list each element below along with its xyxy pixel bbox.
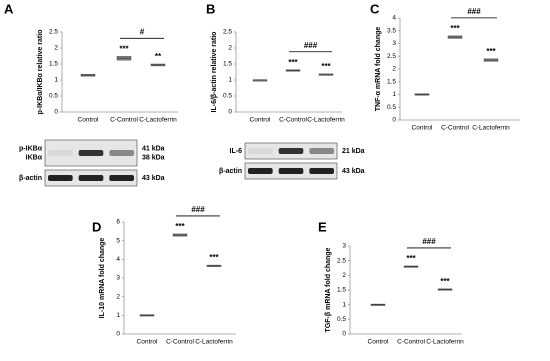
y-tick-label: 3 — [342, 243, 346, 250]
y-tick-label: 3 — [116, 275, 120, 282]
blot-size: 41 kDa — [142, 145, 165, 152]
x-tick-label: Control — [368, 339, 390, 346]
blot-band — [78, 150, 104, 156]
y-tick-label: 0.5 — [49, 93, 58, 100]
y-axis-label: TNF-α mRNA fold change — [375, 27, 382, 112]
x-tick-label: C-Lactoferrin — [139, 117, 177, 124]
panel-letter: B — [206, 1, 215, 16]
y-axis-label: IL-6/β-actin relative ratio — [211, 32, 218, 113]
y-tick-label: 0 — [228, 109, 232, 116]
x-tick-label: C-Lactoferrin — [195, 339, 233, 346]
x-tick-label: C-Lactoferrin — [472, 125, 510, 132]
y-tick-label: 2.5 — [387, 53, 396, 60]
y-tick-label: 1.5 — [49, 61, 58, 68]
blot-band — [109, 175, 134, 181]
x-tick-label: C-Control — [279, 117, 307, 124]
y-tick-label: 0 — [54, 109, 58, 116]
blot-band — [248, 148, 273, 154]
blot-band — [48, 175, 73, 181]
significance-label: *** — [486, 47, 496, 56]
comparison-label: ### — [422, 237, 436, 246]
significance-label: *** — [175, 222, 185, 231]
y-axis-label: TGF-β mRNA fold change — [325, 247, 332, 332]
y-tick-label: 3.5 — [387, 27, 396, 34]
y-tick-label: 6 — [116, 219, 120, 226]
blot-band — [309, 148, 334, 154]
panel-letter: C — [370, 1, 380, 16]
y-tick-label: 4 — [392, 15, 396, 22]
blot-size: 43 kDa — [342, 168, 365, 175]
y-tick-label: 2.5 — [337, 257, 346, 264]
y-tick-label: 3 — [392, 40, 396, 47]
blot-label: p-IKBα — [19, 145, 43, 152]
blot-band — [309, 168, 334, 174]
y-tick-label: 4 — [116, 256, 120, 263]
x-tick-label: C-Control — [110, 117, 138, 124]
blot-band — [248, 168, 273, 174]
blot-size: 43 kDa — [142, 175, 165, 182]
panel-letter: D — [92, 219, 101, 234]
significance-label: *** — [209, 253, 219, 262]
significance-label: *** — [406, 254, 416, 263]
x-tick-label: Control — [250, 117, 272, 124]
blot-band — [48, 150, 73, 156]
y-tick-label: 2 — [392, 66, 396, 73]
y-axis-label: p-IKBα/IKBα relative ratio — [37, 30, 44, 115]
y-tick-label: 0.5 — [337, 316, 346, 323]
y-tick-label: 1 — [54, 77, 58, 84]
significance-label: ** — [155, 52, 162, 61]
blot-band — [78, 175, 104, 181]
y-tick-label: 0.5 — [223, 93, 232, 100]
x-tick-label: Control — [78, 117, 100, 124]
blot-label: β-actin — [19, 175, 42, 182]
y-tick-label: 1.5 — [223, 61, 232, 68]
x-tick-label: Control — [137, 339, 159, 346]
y-tick-label: 1.5 — [387, 78, 396, 85]
blot-size: 21 kDa — [342, 148, 365, 155]
y-tick-label: 1 — [116, 312, 120, 319]
comparison-label: ### — [191, 205, 205, 214]
blot-label: β-actin — [219, 168, 242, 175]
y-tick-label: 0 — [116, 331, 120, 338]
y-tick-label: 1 — [392, 91, 396, 98]
y-tick-label: 0 — [342, 331, 346, 338]
x-tick-label: C-Control — [397, 339, 425, 346]
y-tick-label: 5 — [116, 237, 120, 244]
blot-size: 38 kDa — [142, 154, 165, 161]
significance-label: *** — [288, 58, 298, 67]
comparison-label: ### — [467, 7, 481, 16]
comparison-label: ### — [304, 41, 318, 50]
y-tick-label: 2.5 — [49, 29, 58, 36]
blot-band — [278, 168, 304, 174]
y-tick-label: 1.5 — [337, 287, 346, 294]
x-tick-label: C-Control — [166, 339, 194, 346]
y-tick-label: 2 — [342, 272, 346, 279]
y-tick-label: 1 — [342, 301, 346, 308]
y-tick-label: 2 — [54, 45, 58, 52]
blot-band — [109, 150, 134, 156]
y-tick-label: 2 — [228, 45, 232, 52]
significance-label: *** — [440, 277, 450, 286]
significance-label: *** — [450, 24, 460, 33]
y-tick-label: 1 — [228, 77, 232, 84]
blot-label: IKBα — [26, 154, 43, 161]
blot-band — [278, 148, 304, 154]
x-tick-label: C-Lactoferrin — [426, 339, 464, 346]
y-tick-label: 2.5 — [223, 29, 232, 36]
y-tick-label: 0 — [392, 117, 396, 124]
panel-letter: A — [4, 1, 14, 16]
significance-label: *** — [321, 62, 331, 71]
y-axis-label: IL-10 mRNA fold change — [99, 238, 106, 319]
panel-letter: E — [318, 219, 327, 234]
significance-label: *** — [119, 44, 129, 53]
x-tick-label: Control — [412, 125, 434, 132]
comparison-label: # — [140, 27, 145, 36]
y-tick-label: 0.5 — [387, 104, 396, 111]
x-tick-label: C-Lactoferrin — [307, 117, 345, 124]
y-tick-label: 2 — [116, 293, 120, 300]
blot-label: IL-6 — [230, 148, 243, 155]
x-tick-label: C-Control — [441, 125, 469, 132]
